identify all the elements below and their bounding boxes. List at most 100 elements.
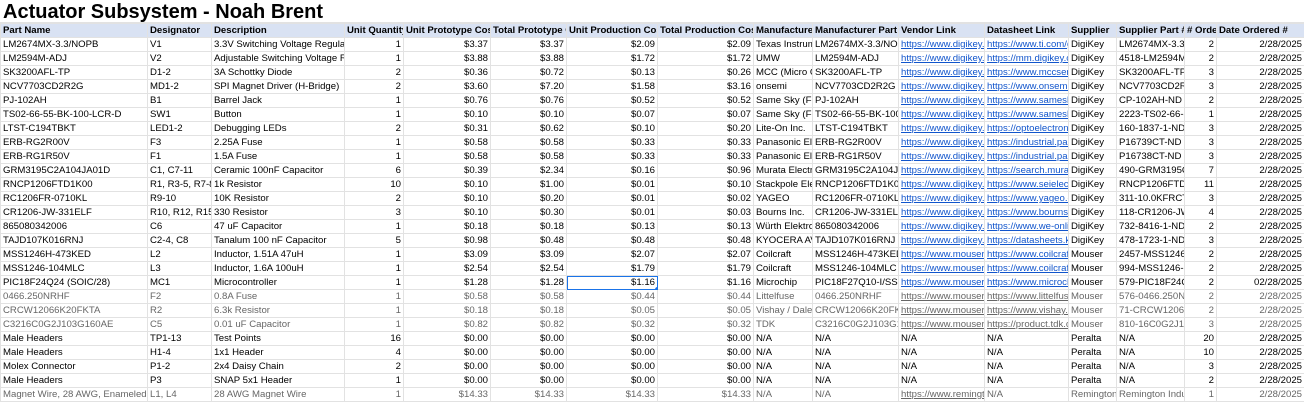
table-cell[interactable]: C3216C0G2J103G160AE <box>812 317 899 332</box>
table-cell[interactable]: https://www.mccsemi.com <box>984 65 1069 80</box>
table-cell[interactable]: $0.07 <box>657 107 754 122</box>
table-cell[interactable]: F2 <box>147 289 212 304</box>
table-cell[interactable]: https://www.mouser.com <box>898 289 985 304</box>
table-cell[interactable]: R2 <box>147 303 212 318</box>
table-cell[interactable]: GRM3195C2A104JA01D <box>0 163 148 178</box>
table-cell[interactable]: https://www.digikey.com <box>898 65 985 80</box>
table-cell[interactable]: 311-10.0KFRCT <box>1116 191 1185 206</box>
table-cell[interactable]: $0.44 <box>566 289 658 304</box>
column-header[interactable]: Unit Prototype Cost <box>403 23 491 38</box>
table-cell[interactable]: $0.00 <box>490 331 567 346</box>
table-cell[interactable]: $3.88 <box>490 51 567 66</box>
table-cell[interactable]: DigiKey <box>1068 177 1117 192</box>
table-cell[interactable]: SK3200AFL-TP <box>812 65 899 80</box>
table-cell[interactable]: $0.00 <box>403 373 491 388</box>
table-cell[interactable]: $0.00 <box>490 373 567 388</box>
table-cell[interactable]: LED1-2 <box>147 121 212 136</box>
table-cell[interactable]: V1 <box>147 37 212 52</box>
table-cell[interactable]: ERB-RG2R00V <box>812 135 899 150</box>
table-cell[interactable]: 2/28/2025 <box>1216 191 1304 206</box>
table-cell[interactable]: 2/28/2025 <box>1216 37 1304 52</box>
table-cell[interactable]: 1 <box>344 303 404 318</box>
table-cell[interactable]: $0.10 <box>403 177 491 192</box>
table-cell[interactable]: $3.88 <box>403 51 491 66</box>
table-cell[interactable]: 3A Schottky Diode <box>211 65 345 80</box>
table-cell[interactable]: 2457-MSS1246 <box>1116 247 1185 262</box>
table-cell[interactable]: $7.20 <box>490 79 567 94</box>
table-cell[interactable]: Barrel Jack <box>211 93 345 108</box>
table-cell[interactable]: NCV7703CD2R2G <box>0 79 148 94</box>
table-cell[interactable]: $3.60 <box>403 79 491 94</box>
table-cell[interactable]: Remington <box>1068 387 1117 402</box>
table-cell[interactable]: 47 uF Capacitor <box>211 219 345 234</box>
table-cell[interactable]: SPI Magnet Driver (H-Bridge) <box>211 79 345 94</box>
table-cell[interactable]: 2/28/2025 <box>1216 79 1304 94</box>
table-cell[interactable]: 3 <box>344 205 404 220</box>
table-cell[interactable]: 3 <box>1184 121 1217 136</box>
table-cell[interactable]: Peralta <box>1068 345 1117 360</box>
table-cell[interactable]: https://datasheets.kyocera-avx.com <box>984 233 1069 248</box>
fill-handle[interactable] <box>655 287 657 289</box>
table-cell[interactable]: https://www.bourns.com/docs <box>984 205 1069 220</box>
table-cell[interactable]: N/A <box>753 345 813 360</box>
table-cell[interactable]: CR1206-JW-331ELF <box>0 205 148 220</box>
table-cell[interactable]: 4 <box>344 345 404 360</box>
table-cell[interactable]: https://www.ti.com/general <box>984 37 1069 52</box>
table-cell[interactable]: $0.00 <box>657 359 754 374</box>
table-cell[interactable]: YAGEO <box>753 191 813 206</box>
table-cell[interactable]: $0.32 <box>566 317 658 332</box>
table-cell[interactable]: TS02-66-55-BK-100-LCR-D <box>812 107 899 122</box>
table-cell[interactable]: 2/28/2025 <box>1216 247 1304 262</box>
table-cell[interactable]: L2 <box>147 247 212 262</box>
table-cell[interactable]: $0.33 <box>657 135 754 150</box>
table-cell[interactable]: $0.18 <box>490 303 567 318</box>
table-cell[interactable]: https://www.digikey.com <box>898 107 985 122</box>
table-cell[interactable]: $0.00 <box>566 359 658 374</box>
column-header[interactable]: Designator <box>147 23 212 38</box>
table-cell[interactable]: Panasonic Electronic Components <box>753 149 813 164</box>
table-cell[interactable]: 2 <box>344 359 404 374</box>
table-cell[interactable]: $0.01 <box>566 205 658 220</box>
table-cell[interactable]: Lite-On Inc. <box>753 121 813 136</box>
table-cell[interactable]: $0.30 <box>490 205 567 220</box>
table-cell[interactable]: $0.13 <box>657 219 754 234</box>
table-cell[interactable]: 2 <box>344 79 404 94</box>
table-cell[interactable]: https://www.mouser.com <box>898 275 985 290</box>
table-cell[interactable]: Inductor, 1.51A 47uH <box>211 247 345 262</box>
table-cell[interactable]: 0466.250NRHF <box>0 289 148 304</box>
table-cell[interactable]: Peralta <box>1068 373 1117 388</box>
table-cell[interactable]: 3 <box>1184 65 1217 80</box>
table-cell[interactable]: 0.8A Fuse <box>211 289 345 304</box>
table-cell[interactable]: MSS1246H-473KED <box>0 247 148 262</box>
table-cell[interactable]: 6 <box>344 163 404 178</box>
table-cell[interactable]: https://www.digikey.com <box>898 79 985 94</box>
table-cell[interactable]: $1.00 <box>490 177 567 192</box>
table-cell[interactable]: C5 <box>147 317 212 332</box>
table-cell[interactable]: 490-GRM3195C <box>1116 163 1185 178</box>
table-cell[interactable]: C1, C7-11 <box>147 163 212 178</box>
table-cell[interactable]: https://industrial.panasonic.com <box>984 135 1069 150</box>
table-cell[interactable]: SK3200AFL-TP <box>0 65 148 80</box>
table-cell[interactable]: LM2594M-ADJ <box>0 51 148 66</box>
table-cell[interactable]: 3.3V Switching Voltage Regulator <box>211 37 345 52</box>
table-cell[interactable]: 118-CR1206-JW <box>1116 205 1185 220</box>
table-cell[interactable]: 2 <box>1184 303 1217 318</box>
table-cell[interactable]: 11 <box>1184 177 1217 192</box>
table-cell[interactable]: 576-0466.250NI <box>1116 289 1185 304</box>
table-cell[interactable]: N/A <box>984 387 1069 402</box>
table-cell[interactable]: Mouser <box>1068 261 1117 276</box>
table-cell[interactable]: N/A <box>1116 373 1185 388</box>
table-cell[interactable]: https://www.digikey.com <box>898 149 985 164</box>
table-cell[interactable]: https://www.mouser.com <box>898 247 985 262</box>
table-cell[interactable]: $2.09 <box>657 37 754 52</box>
table-cell[interactable]: $0.48 <box>657 233 754 248</box>
table-cell[interactable]: $0.10 <box>490 107 567 122</box>
table-cell[interactable]: Same Sky (Formerly CUI) <box>753 107 813 122</box>
table-cell[interactable]: https://www.onsemi.com <box>984 79 1069 94</box>
table-cell[interactable]: $0.48 <box>566 233 658 248</box>
table-cell[interactable]: 732-8416-1-ND <box>1116 219 1185 234</box>
table-cell[interactable]: MC1 <box>147 275 212 290</box>
table-cell[interactable]: 1 <box>344 107 404 122</box>
table-cell[interactable]: N/A <box>753 331 813 346</box>
table-cell[interactable]: LTST-C194TBKT <box>0 121 148 136</box>
